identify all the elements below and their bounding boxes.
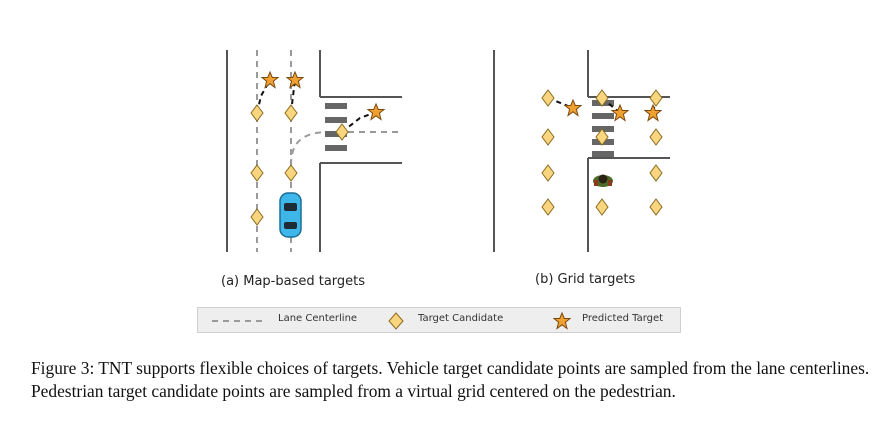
figure-diagram <box>226 50 670 252</box>
diamond-icon <box>541 164 555 182</box>
diamond-icon <box>541 128 555 146</box>
diamond-icon <box>284 104 298 122</box>
legend-lane-centerline: Lane Centerline <box>278 313 358 324</box>
trajectory-a-2 <box>290 79 296 114</box>
diamond-icon <box>335 123 349 141</box>
diamond-icon <box>541 89 555 107</box>
diamond-icon <box>284 164 298 182</box>
crosswalk-b <box>592 100 614 157</box>
diamond-icon <box>649 164 663 182</box>
panel-a-map-based <box>226 50 402 252</box>
diamond-icon <box>595 198 609 216</box>
legend-target-candidate: Target Candidate <box>418 313 504 324</box>
star-icon <box>644 104 662 121</box>
trajectory-a-3 <box>341 111 377 133</box>
panel-b-label: (b) Grid targets <box>535 272 636 287</box>
star-icon <box>564 99 582 116</box>
diamond-icon <box>250 208 264 226</box>
diamond-icon <box>649 128 663 146</box>
diamond-icon <box>388 312 404 330</box>
dashed-line-icon <box>212 320 262 322</box>
diamond-icon <box>541 198 555 216</box>
pedestrian-icon <box>593 174 613 187</box>
diamond-icon <box>250 164 264 182</box>
diamond-icon <box>250 104 264 122</box>
star-icon <box>261 71 279 88</box>
panel-a-label: (a) Map-based targets <box>221 274 366 289</box>
star-icon <box>611 104 629 121</box>
star-icon <box>367 103 385 120</box>
star-icon <box>553 312 571 330</box>
panel-b-grid <box>493 50 670 252</box>
car-icon <box>279 192 302 238</box>
figure-caption: Figure 3: TNT supports flexible choices … <box>31 358 870 401</box>
legend-predicted-target: Predicted Target <box>582 313 664 324</box>
diamond-icon <box>649 198 663 216</box>
diamond-icon <box>649 89 663 107</box>
legend: Lane Centerline Target Candidate Predict… <box>197 307 681 333</box>
crosswalk-a <box>325 103 347 151</box>
